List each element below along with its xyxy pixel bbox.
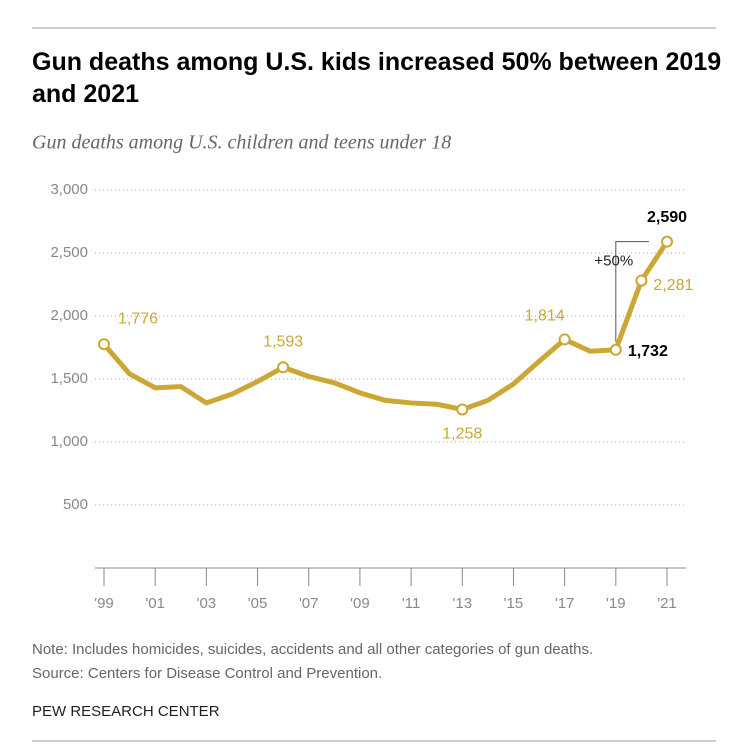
x-tick-label: '11 — [402, 595, 420, 612]
y-tick-label: 1,500 — [50, 370, 88, 387]
y-tick-label: 2,500 — [50, 244, 88, 261]
y-tick-label: 500 — [63, 496, 88, 513]
point — [277, 361, 290, 374]
value-label: 1,776 — [118, 310, 158, 327]
chart-subtitle: Gun deaths among U.S. children and teens… — [32, 132, 451, 154]
point — [558, 333, 571, 346]
value-label: 2,281 — [653, 277, 693, 294]
x-tick-label: '15 — [504, 595, 524, 612]
x-tick-label: '03 — [197, 595, 217, 612]
title-box: Gun deaths among U.S. kids increased 50%… — [32, 48, 722, 108]
x-tick-label: '07 — [299, 595, 319, 612]
y-tick-label: 3,000 — [50, 181, 88, 198]
x-tick-label: '01 — [145, 595, 165, 612]
x-tick-label: '19 — [606, 595, 626, 612]
note: Note: Includes homicides, suicides, acci… — [32, 641, 593, 658]
y-tick-label: 2,000 — [50, 307, 88, 324]
x-tick-label: '05 — [248, 595, 268, 612]
point — [456, 403, 469, 416]
line — [102, 240, 670, 412]
annotation: +50% — [594, 253, 633, 270]
point — [609, 343, 622, 356]
value-label: 2,590 — [647, 209, 687, 226]
x-tick-label: '99 — [94, 595, 114, 612]
value-label: 1,814 — [525, 308, 565, 325]
point — [635, 274, 648, 287]
credit: PEW RESEARCH CENTER — [32, 703, 220, 720]
point — [661, 235, 673, 248]
value-label: 1,732 — [628, 343, 668, 360]
point — [98, 338, 110, 351]
source: Source: Centers for Disease Control and … — [32, 665, 382, 682]
chart-title: Gun deaths among U.S. kids increased 50%… — [32, 48, 722, 108]
x-tick-label: '21 — [657, 595, 677, 612]
bracket — [615, 241, 649, 342]
x-tick-label: '17 — [555, 595, 575, 612]
value-label: 1,593 — [263, 334, 303, 351]
value-label: 1,258 — [442, 426, 482, 443]
x-tick-label: '09 — [350, 595, 370, 612]
x-tick-label: '13 — [452, 595, 472, 612]
y-tick-label: 1,000 — [50, 433, 88, 450]
